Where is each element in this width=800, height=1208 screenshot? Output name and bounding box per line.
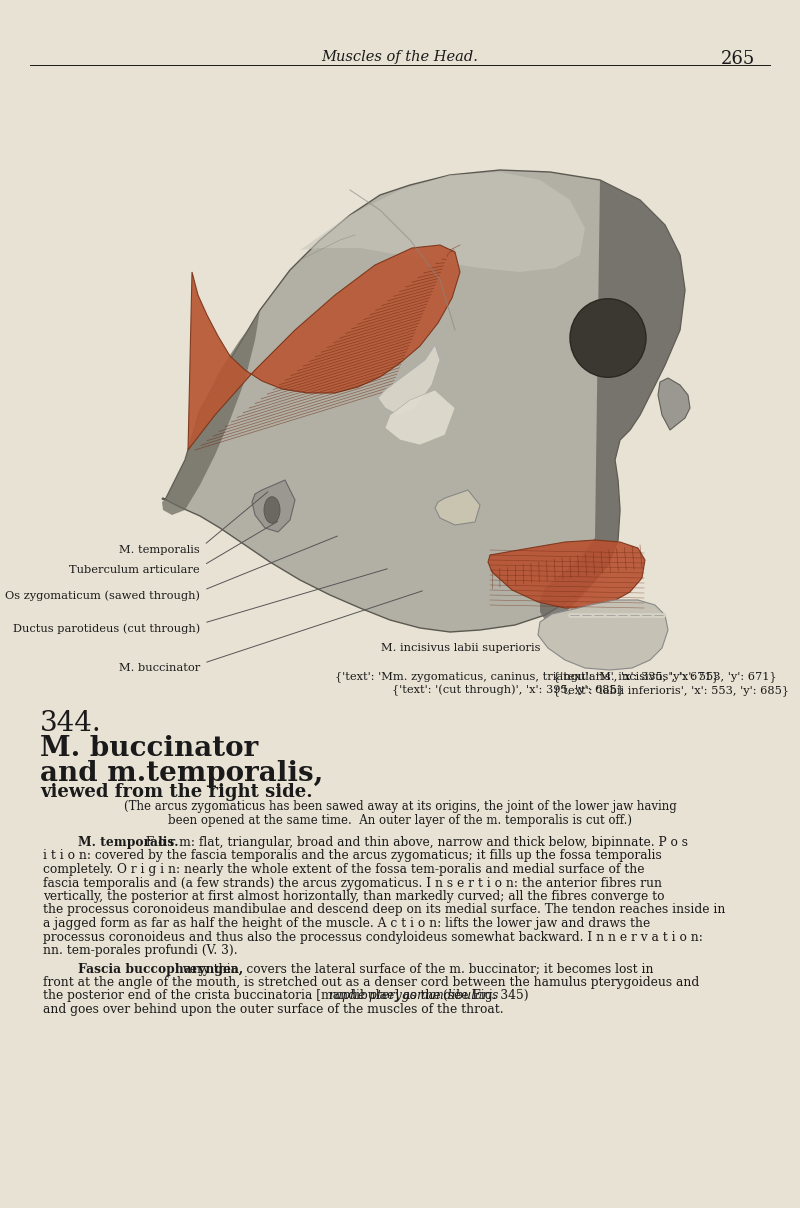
Ellipse shape	[264, 496, 280, 523]
Polygon shape	[188, 245, 460, 451]
Text: completely. O r i g i n: nearly the whole extent of the fossa tem­poralis and me: completely. O r i g i n: nearly the whol…	[43, 863, 645, 876]
Text: Os zygomaticum (sawed through): Os zygomaticum (sawed through)	[5, 590, 200, 600]
Text: Fascia buccopharyngea,: Fascia buccopharyngea,	[78, 963, 243, 976]
Ellipse shape	[570, 298, 646, 377]
Text: the processus coronoideus mandibulae and descend deep on its medial surface. The: the processus coronoideus mandibulae and…	[43, 904, 726, 917]
Polygon shape	[435, 490, 480, 525]
Text: {'text': 'labii inferioris', 'x': 553, 'y': 685}: {'text': 'labii inferioris', 'x': 553, '…	[553, 685, 789, 696]
Polygon shape	[162, 170, 685, 632]
Text: Muscles of the Head.: Muscles of the Head.	[322, 50, 478, 64]
Text: M. buccinator: M. buccinator	[40, 734, 258, 762]
Text: processus coronoideus and thus also the processus condyloideus somewhat backward: processus coronoideus and thus also the …	[43, 930, 703, 943]
Text: a jagged form as far as half the height of the muscle. A c t i o n: lifts the lo: a jagged form as far as half the height …	[43, 917, 650, 930]
Text: 344.: 344.	[40, 710, 102, 737]
Polygon shape	[658, 378, 690, 430]
Text: M. temporalis: M. temporalis	[119, 545, 200, 554]
Polygon shape	[538, 600, 668, 670]
Text: raphe pterygomandibularis: raphe pterygomandibularis	[329, 989, 498, 1003]
Text: and m.temporalis,: and m.temporalis,	[40, 760, 323, 786]
Polygon shape	[378, 345, 440, 416]
Text: the posterior end of the crista buccinatoria [mandibulae] as the: the posterior end of the crista buccinat…	[43, 989, 445, 1003]
Text: nn. tem­porales profundi (V. 3).: nn. tem­porales profundi (V. 3).	[43, 943, 238, 957]
Text: vertically, the posterior at first almost horizontally, than markedly curved; al: vertically, the posterior at first almos…	[43, 890, 665, 904]
Polygon shape	[488, 540, 645, 608]
Text: Tuberculum articulare: Tuberculum articulare	[70, 565, 200, 575]
Text: {'text': '(cut through)', 'x': 395, 'y': 685}: {'text': '(cut through)', 'x': 395, 'y':…	[392, 685, 624, 696]
Text: i t i o n: covered by the fascia temporalis and the arcus zygomaticus; it fills : i t i o n: covered by the fascia tempora…	[43, 849, 662, 863]
Text: 265: 265	[721, 50, 755, 68]
Polygon shape	[162, 310, 260, 515]
Text: (see Fig. 345): (see Fig. 345)	[439, 989, 529, 1003]
Text: M. incisivus labii superioris: M. incisivus labii superioris	[381, 643, 541, 654]
Polygon shape	[252, 480, 295, 532]
Text: M. temporalis.: M. temporalis.	[78, 836, 178, 849]
Polygon shape	[300, 172, 585, 272]
Text: viewed from the right side.: viewed from the right side.	[40, 783, 313, 801]
Text: M. buccinator: M. buccinator	[118, 663, 200, 673]
Polygon shape	[540, 180, 685, 622]
Text: {'text': 'Mm. zygomaticus, caninus, triangularis', 'x': 335, 'y': 671}: {'text': 'Mm. zygomaticus, caninus, tria…	[335, 670, 719, 681]
Text: very thin, covers the lateral surface of the m. buccinator; it becomes lost in: very thin, covers the lateral surface of…	[178, 963, 653, 976]
Text: front at the angle of the mouth, is stretched out as a denser cord between the h: front at the angle of the mouth, is stre…	[43, 976, 699, 989]
Text: and goes over behind upon the outer surface of the muscles of the throat.: and goes over behind upon the outer surf…	[43, 1003, 504, 1016]
Text: Ductus parotideus (cut through): Ductus parotideus (cut through)	[13, 623, 200, 633]
Text: {'text': 'M. incisivus', 'x': 553, 'y': 671}: {'text': 'M. incisivus', 'x': 553, 'y': …	[553, 670, 777, 681]
Text: fascia temporalis and (a few strands) the arcus zygomaticus. I n s e r t i o n: : fascia temporalis and (a few strands) th…	[43, 877, 662, 889]
Text: been opened at the same time.  An outer layer of the m. temporalis is cut off.): been opened at the same time. An outer l…	[168, 814, 632, 827]
Text: F o r m: flat, triangular, broad and thin above, narrow and thick below, bipinna: F o r m: flat, triangular, broad and thi…	[142, 836, 688, 849]
Polygon shape	[385, 390, 455, 445]
Text: (The arcus zygomaticus has been sawed away at its origins, the joint of the lowe: (The arcus zygomaticus has been sawed aw…	[124, 800, 676, 813]
